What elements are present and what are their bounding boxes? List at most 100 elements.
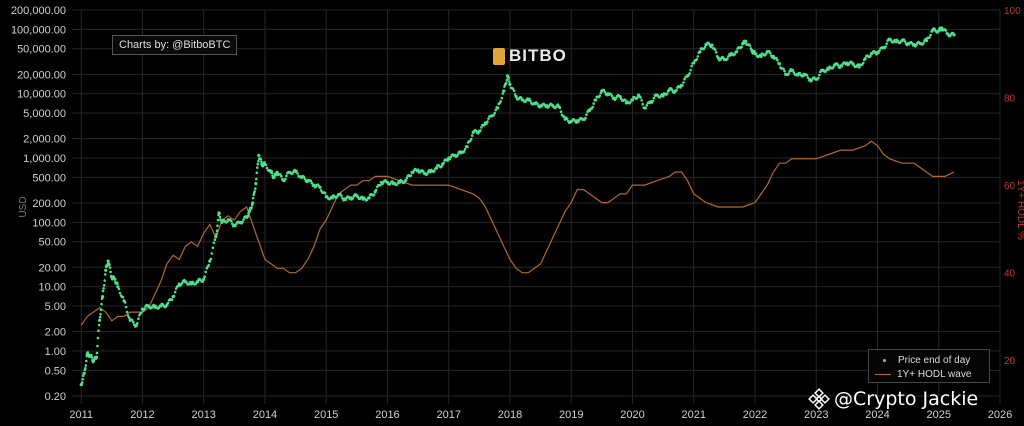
price-point — [776, 58, 779, 62]
price-point — [325, 195, 329, 198]
price-point — [433, 169, 436, 173]
price-point — [562, 115, 566, 118]
price-point — [512, 89, 516, 93]
price-point — [483, 123, 486, 127]
price-point — [499, 100, 503, 103]
price-point — [493, 111, 497, 115]
price-point — [818, 73, 821, 77]
price-point — [683, 77, 686, 81]
brand-name: BITBO — [509, 46, 567, 65]
price-point — [310, 181, 314, 185]
price-point — [296, 172, 299, 175]
price-point — [922, 41, 925, 45]
price-point — [480, 126, 483, 129]
price-point — [681, 84, 684, 87]
price-point — [204, 270, 207, 274]
price-point — [500, 96, 504, 100]
price-point — [208, 259, 212, 263]
price-point — [97, 329, 100, 333]
price-point — [102, 287, 105, 290]
price-point — [109, 270, 112, 274]
price-point — [507, 80, 511, 83]
price-point — [251, 196, 255, 200]
price-point — [492, 113, 495, 117]
price-point — [280, 174, 283, 178]
price-point — [494, 108, 498, 112]
price-point — [398, 180, 402, 184]
price-point — [744, 39, 748, 44]
price-point — [130, 318, 134, 322]
price-point — [255, 171, 259, 174]
price-point — [323, 192, 327, 195]
price-point — [275, 170, 279, 174]
price-point — [519, 96, 523, 99]
price-point — [585, 113, 588, 116]
price-point — [651, 99, 655, 103]
price-point — [817, 76, 820, 80]
y-tick-label: 50,000.00 — [17, 44, 66, 56]
price-point — [753, 49, 756, 53]
price-point — [374, 188, 378, 192]
price-point — [209, 257, 213, 261]
y-axis-left: 0.20 0.50 1.00 2.00 5.00 10.00 20.00 50.00 100.0… — [11, 5, 66, 403]
price-point — [101, 295, 105, 299]
price-point — [592, 102, 595, 105]
legend-label-hodl: 1Y+ HODL wave — [897, 368, 972, 380]
price-point — [80, 381, 84, 384]
price-point — [759, 54, 763, 59]
price-point — [99, 308, 103, 312]
x-tick-label: 2019 — [559, 409, 583, 421]
y-tick-label: 100.00 — [32, 217, 66, 229]
price-point — [126, 314, 130, 318]
chart-credit: Charts by: @BitboBTC — [112, 35, 238, 55]
price-point — [565, 117, 569, 121]
price-point — [861, 61, 865, 65]
price-point — [84, 364, 88, 367]
price-point — [503, 85, 506, 88]
y-tick-label: 20,000.00 — [17, 69, 66, 81]
grid-lines — [72, 9, 1001, 404]
price-point — [132, 320, 135, 324]
price-point — [125, 310, 129, 314]
price-point — [136, 322, 139, 325]
x-tick-label: 2023 — [804, 409, 828, 421]
price-point — [675, 88, 678, 92]
price-point — [502, 89, 506, 93]
price-point — [90, 356, 94, 359]
price-point — [254, 182, 258, 186]
price-point — [485, 122, 488, 126]
legend-item-price[interactable]: Price end of day — [875, 353, 983, 367]
brand-icon — [493, 47, 505, 65]
price-point — [558, 106, 562, 110]
price-point — [121, 296, 125, 299]
price-point — [629, 100, 632, 104]
y-tick-label: 0.50 — [45, 365, 66, 377]
price-point — [159, 304, 163, 308]
legend-item-hodl[interactable]: 1Y+ HODL wave — [875, 367, 983, 381]
price-point — [212, 241, 216, 245]
price-point — [826, 67, 831, 71]
y-tick-label: 50.00 — [38, 237, 66, 249]
price-point — [456, 153, 460, 156]
price-point — [248, 209, 252, 213]
price-point — [344, 198, 347, 202]
price-series — [79, 26, 956, 387]
price-point — [735, 50, 739, 54]
y-tick-label: 5,000.00 — [23, 108, 66, 120]
price-point — [787, 72, 790, 75]
price-point — [884, 45, 887, 48]
watermark-text: @Crypto Jackie — [834, 388, 979, 410]
price-point — [641, 102, 644, 106]
price-point — [869, 54, 872, 58]
y-tick-label: 0.20 — [45, 391, 66, 403]
price-point — [242, 218, 245, 221]
price-point — [99, 313, 102, 316]
price-point — [218, 212, 221, 215]
price-point — [703, 45, 707, 49]
price-point — [211, 246, 215, 249]
y2-tick-label: 20 — [1004, 356, 1016, 367]
price-point — [661, 94, 665, 98]
price-point — [733, 53, 736, 56]
price-point — [134, 323, 138, 327]
price-point — [202, 277, 206, 281]
